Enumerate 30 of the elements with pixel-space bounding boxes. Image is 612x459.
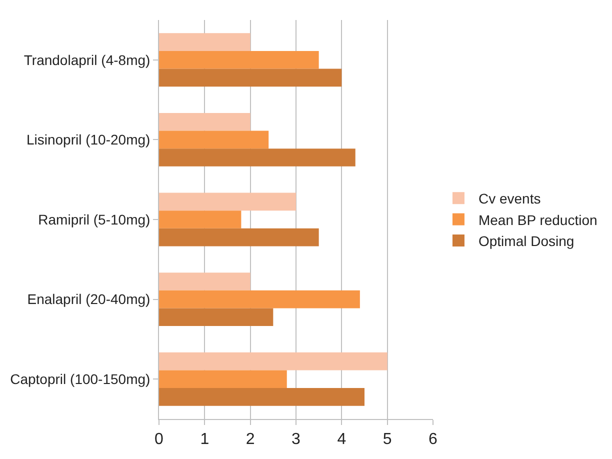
bar: [159, 192, 296, 211]
bar: [159, 370, 287, 388]
y-tick-label: Captopril (100-150mg): [10, 371, 150, 387]
x-tick-label: 2: [246, 431, 255, 448]
bar: [159, 50, 319, 69]
x-tick-label: 4: [337, 431, 346, 448]
y-tick-label: Trandolapril (4-8mg): [24, 52, 150, 68]
legend-label: Optimal Dosing: [478, 232, 574, 249]
bar: [159, 68, 342, 87]
bar: [159, 352, 388, 370]
bar: [159, 228, 319, 246]
bar: [159, 33, 250, 51]
x-tick-label: 3: [292, 431, 301, 448]
y-tick-label: Lisinopril (10-20mg): [26, 132, 150, 148]
legend-label: Mean BP reduction: [478, 212, 598, 228]
x-tick-label: 1: [200, 431, 210, 448]
bar: [159, 112, 250, 131]
bar: [159, 130, 269, 149]
x-tick-label: 6: [428, 431, 438, 448]
y-tick-label: Ramipril (5-10mg): [38, 211, 150, 228]
x-tick-label: 5: [382, 431, 392, 448]
bar: [159, 210, 242, 228]
y-tick-label: Enalapril (20-40mg): [27, 291, 150, 308]
bar: [159, 388, 364, 406]
bar: [159, 272, 250, 290]
bar: [159, 290, 360, 308]
x-tick-label: 0: [154, 431, 164, 448]
legend-label: Cv events: [478, 190, 541, 207]
bar: [159, 148, 356, 166]
bar: [159, 308, 274, 326]
